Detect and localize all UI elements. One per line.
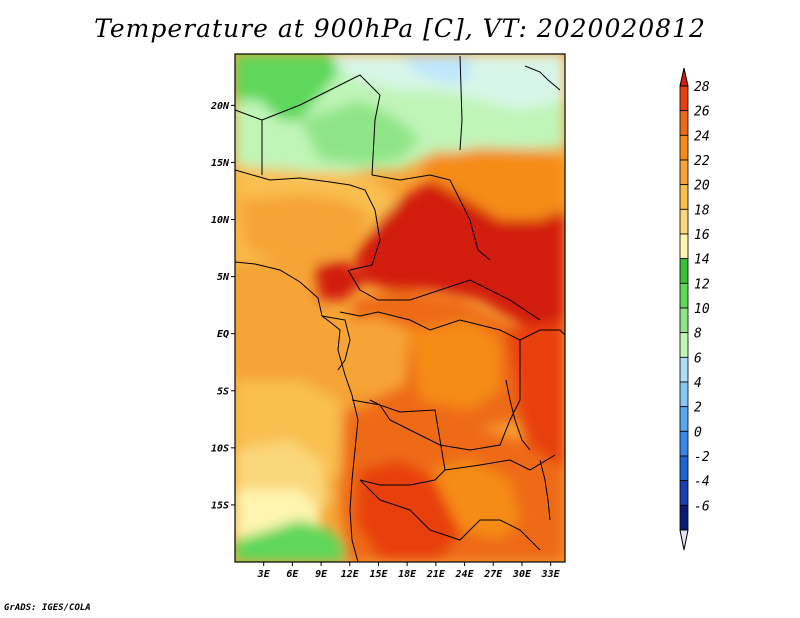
lat-tick-label: 15N: [211, 158, 230, 169]
zambia-border: [444, 454, 556, 471]
colorbar-band: [679, 233, 689, 260]
colorbar-band: [679, 356, 689, 383]
gabon-congo: [321, 315, 351, 371]
lon-tick-label: 24E: [455, 569, 475, 580]
field-chad-green: [300, 100, 420, 165]
lat-tick-label: 20N: [210, 101, 230, 112]
colorbar-band: [679, 381, 689, 408]
lat-tick-label: 15S: [211, 500, 229, 511]
lon-tick-label: 6E: [286, 569, 299, 580]
lat-tick-label: 10S: [211, 443, 229, 454]
colorbar-label: -6: [694, 499, 710, 514]
lon-tick-label: 9E: [315, 569, 328, 580]
colorbar-label: 20: [694, 179, 710, 194]
colorbar-label: 10: [694, 302, 710, 317]
colorbar-band: [679, 110, 689, 136]
lat-tick-label: 5S: [217, 386, 229, 397]
namibia-botswana: [359, 479, 541, 551]
chad-sudan-border: [371, 174, 491, 261]
libya-algeria-border: [261, 74, 381, 176]
field-west-africa: [240, 195, 370, 262]
colorbar-band: [679, 504, 689, 531]
lon-tick-label: 21E: [426, 569, 446, 580]
colorbar-band: [679, 159, 689, 186]
colorbar-label: 8: [694, 327, 702, 342]
colorbar-label: -2: [694, 450, 710, 465]
lon-tick-label: 33E: [541, 569, 561, 580]
field-cameroon-hot: [315, 260, 365, 300]
lon-tick-label: 3E: [257, 569, 271, 580]
lon-tick-label: 12E: [341, 569, 360, 580]
colorbar-label: 0: [694, 425, 702, 440]
latitude-axis: 20N 15N 10N 5N EQ 5S 10S 15S: [210, 101, 235, 511]
colorbar-label: 22: [694, 154, 710, 169]
field-sahara-band: [235, 54, 340, 120]
lon-tick-label: 18E: [398, 569, 417, 580]
lake-malawi: [539, 459, 551, 521]
colorbar-band: [679, 307, 689, 334]
red-sea-coast: [524, 65, 561, 91]
colorbar-band: [679, 134, 689, 161]
colorbar-label: 16: [694, 228, 710, 243]
figure-title: Temperature at 900hPa [C], VT: 202002081…: [94, 14, 706, 43]
colorbar-band: [679, 85, 689, 112]
mauritania-mali: [235, 109, 263, 175]
west-coast: [235, 261, 359, 562]
colorbar-label: 2: [694, 401, 702, 416]
colorbar-band: [679, 208, 689, 235]
nigeria-chad: [235, 169, 381, 271]
lon-tick-label: 30E: [512, 569, 532, 580]
longitude-axis: 3E 6E 9E 12E 15E 18E 21E 24E 27E 30E 33E: [257, 562, 561, 580]
field-congo-center: [340, 318, 410, 400]
egypt-sudan-border: [459, 55, 463, 151]
software-credit: GrADS: IGES/COLA: [4, 603, 91, 613]
colorbar-label: 4: [694, 376, 702, 391]
field-central-hot: [355, 180, 565, 330]
map-frame: [234, 53, 566, 563]
lat-tick-label: 10N: [211, 215, 230, 226]
colorbar-band: [679, 455, 689, 482]
field-congo-east: [410, 320, 500, 410]
colorbar-label: 18: [694, 203, 710, 218]
colorbar-bottom-triangle: [679, 529, 689, 551]
colorbar-band: [679, 258, 689, 284]
colorbar-band: [679, 480, 689, 506]
colorbar-label: 14: [694, 253, 710, 268]
lat-tick-label: EQ: [217, 329, 229, 340]
colorbar-band: [679, 184, 689, 210]
colorbar-label: -4: [694, 475, 710, 490]
drc-border: [339, 311, 521, 451]
lake-tanganyika: [505, 379, 531, 451]
field-benguela-cold: [235, 520, 345, 562]
lat-tick-label: 5N: [217, 272, 230, 283]
cameroon-car: [347, 269, 541, 321]
colorbar-band: [679, 430, 689, 457]
colorbar-top-triangle: [679, 67, 689, 87]
colorbar-label: 24: [694, 129, 710, 144]
colorbar-label: 12: [694, 277, 710, 292]
colorbar-label: 28: [694, 80, 710, 95]
country-borders: [235, 55, 565, 562]
lon-tick-label: 15E: [369, 569, 388, 580]
field-cold-core: [400, 54, 470, 84]
colorbar-label: 6: [694, 351, 702, 366]
east-africa-border: [519, 329, 565, 341]
colorbar-band: [679, 332, 689, 358]
colorbar-band: [679, 282, 689, 309]
lon-tick-label: 27E: [483, 569, 503, 580]
temperature-field: [235, 54, 565, 562]
angola-border: [351, 399, 446, 486]
colorbar-band: [679, 406, 689, 432]
colorbar-label: 26: [694, 105, 710, 120]
colorbar-bands: [679, 85, 689, 531]
